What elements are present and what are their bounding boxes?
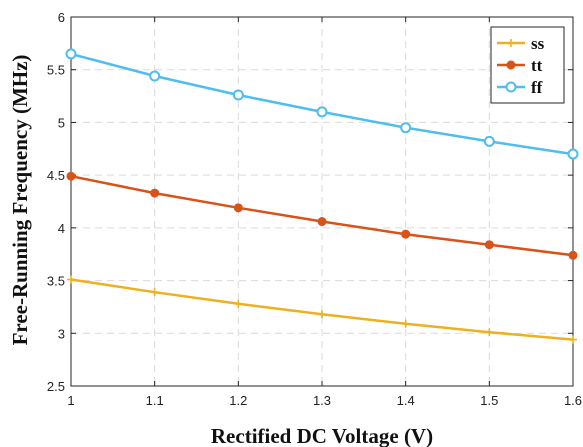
y-tick-label: 4 <box>58 221 65 236</box>
y-axis-label: Free-Running Frequency (MHz) <box>8 55 32 346</box>
x-tick-label: 1 <box>67 393 74 408</box>
series-tt <box>66 171 578 260</box>
y-tick-label: 2.5 <box>47 379 65 394</box>
legend-marker-ff <box>505 81 517 93</box>
legend-label-ff: ff <box>531 78 543 97</box>
data-point-ss <box>150 288 159 297</box>
series-ff <box>65 48 579 160</box>
x-tick-label: 1.5 <box>480 393 498 408</box>
legend-marker-tt <box>506 60 516 70</box>
x-tick-label: 1.4 <box>397 393 415 408</box>
data-point-ff <box>567 148 579 160</box>
y-tick-label: 5 <box>58 115 65 130</box>
legend: ss tt ff <box>490 26 565 104</box>
legend-label-ss: ss <box>531 34 545 53</box>
legend-item-tt: tt <box>497 56 543 75</box>
data-point-ss <box>67 275 75 284</box>
series-ss <box>67 275 577 344</box>
y-tick-label: 3 <box>58 326 65 341</box>
x-tick-label: 1.1 <box>146 393 164 408</box>
data-point-ss <box>569 335 577 344</box>
x-tick-label: 1.3 <box>313 393 331 408</box>
data-point-ss <box>401 319 410 328</box>
x-tick-label: 1.6 <box>564 393 582 408</box>
legend-marker-ss <box>507 39 515 47</box>
data-point-ff <box>232 89 244 101</box>
data-point-tt <box>317 217 327 227</box>
data-point-ff <box>400 122 412 134</box>
y-tick-label: 3.5 <box>47 274 65 289</box>
data-point-ff <box>65 48 77 60</box>
data-point-tt <box>401 229 411 239</box>
x-tick-label: 1.2 <box>229 393 247 408</box>
data-point-ff <box>149 70 161 82</box>
y-tick-label: 6 <box>58 10 65 25</box>
data-point-tt <box>568 250 578 260</box>
data-point-tt <box>66 171 76 181</box>
data-point-ss <box>318 310 326 319</box>
data-point-ss <box>234 299 243 308</box>
tick-labels: 1 1.1 1.2 1.3 1.4 1.5 1.6 2.5 3 3.5 4 4.5 5 5.5 6 <box>47 10 582 408</box>
legend-item-ss: ss <box>497 34 545 53</box>
legend-label-tt: tt <box>531 56 543 75</box>
data-point-tt <box>484 240 494 250</box>
x-axis-label: Rectified DC Voltage (V) <box>211 424 433 447</box>
y-tick-label: 4.5 <box>47 168 65 183</box>
data-point-tt <box>150 188 160 198</box>
legend-item-ff: ff <box>497 78 543 97</box>
data-point-ss <box>485 328 494 337</box>
data-point-ff <box>316 106 328 118</box>
y-tick-label: 5.5 <box>47 63 65 78</box>
data-point-tt <box>233 203 243 213</box>
data-point-ff <box>483 135 495 147</box>
series-group <box>65 48 579 344</box>
